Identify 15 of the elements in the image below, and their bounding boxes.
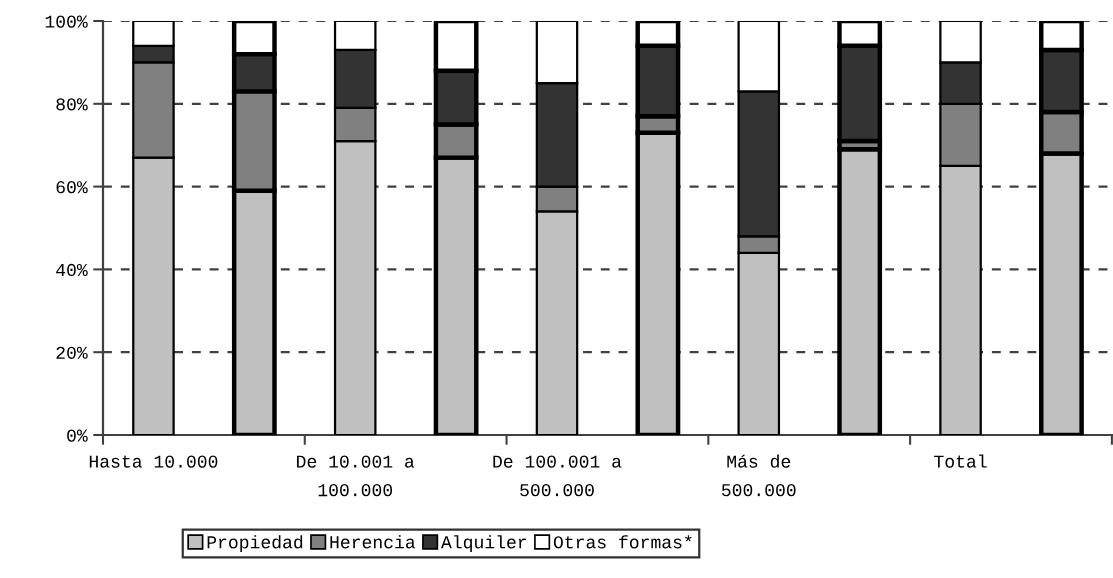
y-tick-label: 60%: [56, 181, 88, 194]
legend-label: Herencia: [330, 535, 416, 549]
x-tick-label: Más de 500.000: [721, 454, 796, 497]
y-tick-label: 40%: [56, 263, 88, 277]
y-tick-label: 80%: [56, 98, 88, 111]
legend-label: Alquiler: [440, 535, 527, 552]
x-tick-label: Total: [934, 454, 987, 468]
y-tick-label: 100%: [45, 15, 88, 28]
x-tick-label: Hasta 10.000: [89, 455, 218, 468]
legend-label: Propiedad: [207, 535, 303, 552]
x-tick-label: De 10.001 a 100.000: [297, 455, 415, 497]
y-tick-label: 0%: [67, 429, 88, 442]
legend-label: Otras formas*: [553, 535, 692, 549]
x-tick-label: De 100.001 a 500.000: [493, 455, 622, 497]
y-tick-label: 20%: [56, 346, 88, 359]
